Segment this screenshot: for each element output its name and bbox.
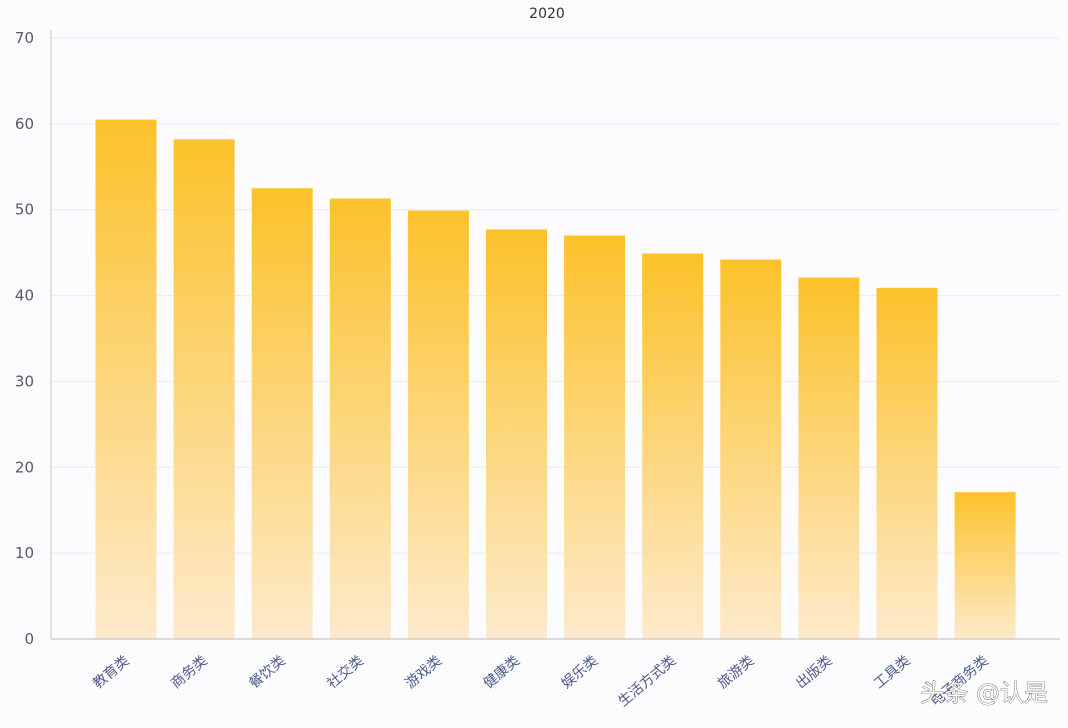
bar xyxy=(407,210,469,639)
y-tick-label: 10 xyxy=(15,544,34,562)
x-category-label: 工具类 xyxy=(871,653,913,692)
bar xyxy=(642,253,704,639)
y-tick-label: 60 xyxy=(15,115,34,133)
x-category-label: 旅游类 xyxy=(715,653,757,692)
x-category-label: 社交类 xyxy=(324,652,367,692)
bar xyxy=(95,119,157,640)
y-axis-ticks: 0 10 20 30 40 50 60 70 xyxy=(15,29,34,648)
bars xyxy=(95,119,1016,640)
bar xyxy=(329,198,391,639)
bar xyxy=(564,235,626,639)
bar xyxy=(954,492,1016,639)
x-category-label: 健康类 xyxy=(480,652,523,692)
bar xyxy=(798,277,860,639)
x-category-label: 游戏类 xyxy=(403,653,445,692)
y-tick-label: 0 xyxy=(24,630,34,648)
bar xyxy=(251,188,313,639)
bar xyxy=(876,287,938,639)
y-tick-label: 70 xyxy=(15,29,34,47)
bar xyxy=(486,229,547,639)
watermark-text: 头条 @认是 xyxy=(920,679,1048,707)
x-category-label: 餐饮类 xyxy=(246,653,288,692)
x-category-label: 娱乐类 xyxy=(559,653,601,692)
x-axis-labels: 教育类 商务类 餐饮类 社交类 游戏类 健康类 娱乐类 生活方式类 旅游类 出版类 工具类 电子商务类 xyxy=(90,652,992,710)
x-category-label: 商务类 xyxy=(168,653,210,692)
x-category-label: 教育类 xyxy=(90,653,132,692)
y-tick-label: 50 xyxy=(15,201,34,219)
x-category-label: 出版类 xyxy=(793,653,835,692)
y-tick-label: 30 xyxy=(15,372,34,390)
bar xyxy=(720,259,782,639)
chart-title: 2020 xyxy=(529,6,565,22)
y-tick-label: 40 xyxy=(15,287,34,305)
y-tick-label: 20 xyxy=(15,458,34,476)
bar xyxy=(173,139,235,639)
x-category-label: 生活方式类 xyxy=(615,653,679,710)
